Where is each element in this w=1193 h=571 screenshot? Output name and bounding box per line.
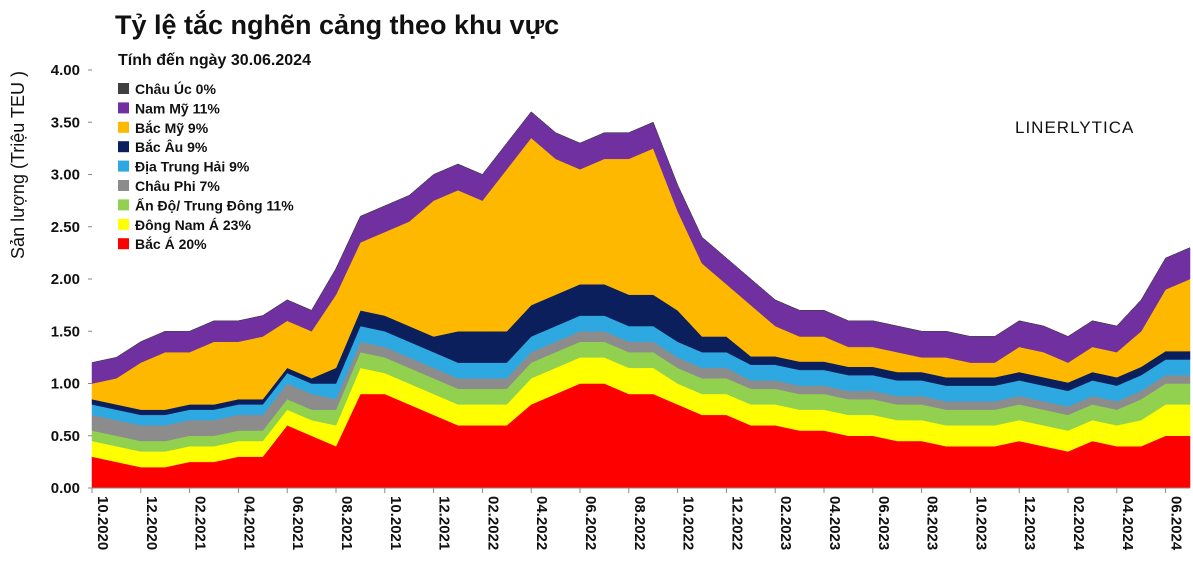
x-tick-label: 10.2023 [972,496,989,550]
y-axis-label: Sản lượng (Triệu TEU ) [8,71,28,259]
x-tick-label: 02.2021 [192,496,209,550]
legend-label: Bắc Mỹ 9% [135,119,209,136]
y-tick-label: 1.50 [51,323,80,340]
x-tick-label: 04.2021 [240,496,257,550]
legend-swatch [118,160,129,172]
y-tick-label: 4.00 [51,62,80,79]
x-tick-label: 06.2024 [1168,496,1185,551]
legend-label: Địa Trung Hải 9% [135,159,250,175]
x-tick-label: 06.2023 [875,496,892,550]
legend-label: Châu Phi 7% [135,178,220,194]
legend-label: Đông Nam Á 23% [135,217,251,233]
x-tick-label: 04.2023 [826,496,843,550]
chart-title: Tỷ lệ tắc nghẽn cảng theo khu vực [115,9,559,40]
legend-swatch [118,218,129,230]
x-tick-label: 12.2020 [143,496,160,550]
y-tick-label: 0.00 [51,480,80,497]
legend-swatch [118,180,129,191]
y-tick-label: 2.00 [51,271,80,288]
watermark: LINERLYTICA [1015,118,1134,137]
y-tick-label: 3.00 [51,167,80,184]
x-tick-label: 02.2024 [1070,496,1087,551]
legend-label: Bắc Á 20% [135,235,207,252]
y-tick-label: 2.50 [51,219,80,236]
x-tick-label: 10.2022 [680,496,697,550]
legend-label: Châu Úc 0% [135,80,216,97]
legend-label: Bắc Âu 9% [135,138,208,155]
x-tick-label: 10.2021 [387,496,404,550]
x-tick-label: 02.2023 [777,496,794,550]
x-tick-label: 12.2023 [1021,496,1038,550]
x-tick-label: 08.2021 [338,496,355,550]
x-tick-label: 04.2024 [1119,496,1136,551]
x-tick-label: 02.2022 [484,496,501,550]
legend-label: Nam Mỹ 11% [135,100,220,116]
x-tick-label: 08.2023 [924,496,941,550]
legend-swatch [118,102,129,114]
legend-swatch [118,199,129,211]
x-tick-label: 06.2021 [289,496,306,550]
x-tick-label: 12.2021 [436,496,453,550]
x-tick-label: 12.2022 [728,496,745,550]
x-tick-label: 04.2022 [533,496,550,550]
y-tick-label: 1.00 [51,376,80,393]
legend-swatch [118,83,129,94]
x-tick-label: 10.2020 [94,496,111,550]
legend-label: Ấn Độ/ Trung Đông 11% [135,197,294,213]
legend-swatch [118,121,129,133]
area [91,111,1191,363]
legend-swatch [118,238,129,250]
legend-swatch [118,141,129,153]
y-tick-label: 0.50 [51,428,80,445]
chart-subtitle: Tính đến ngày 30.06.2024 [118,52,311,69]
y-tick-label: 3.50 [51,114,80,131]
x-tick-label: 06.2022 [582,496,599,550]
x-tick-label: 08.2022 [631,496,648,550]
